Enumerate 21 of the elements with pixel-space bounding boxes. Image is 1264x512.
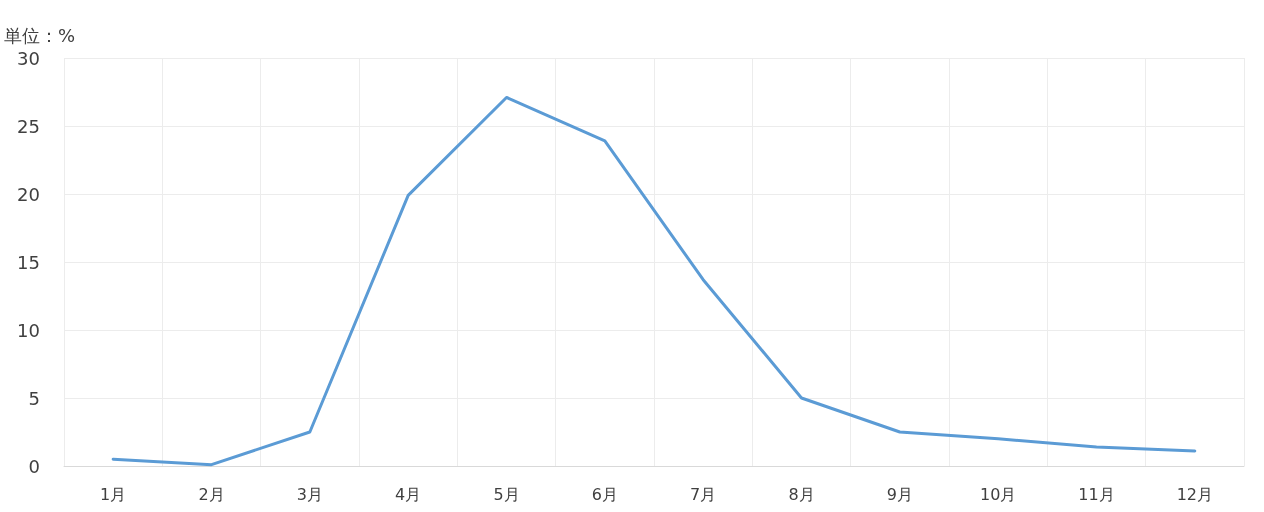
x-tick-label: 9月 bbox=[886, 484, 913, 504]
x-tick-label: 2月 bbox=[198, 484, 225, 504]
y-tick-label: 10 bbox=[17, 319, 40, 341]
y-tick-label: 15 bbox=[17, 251, 40, 273]
x-tick-label: 11月 bbox=[1078, 484, 1115, 504]
x-tick-label: 1月 bbox=[100, 484, 127, 504]
x-tick-label: 6月 bbox=[591, 484, 618, 504]
x-tick-label: 4月 bbox=[395, 484, 422, 504]
y-tick-label: 0 bbox=[28, 455, 40, 477]
y-tick-label: 30 bbox=[17, 47, 40, 69]
x-tick-label: 8月 bbox=[788, 484, 815, 504]
x-tick-label: 7月 bbox=[690, 484, 717, 504]
y-tick-label: 5 bbox=[28, 387, 40, 409]
x-tick-label: 12月 bbox=[1176, 484, 1214, 504]
y-axis-title: 単位：% bbox=[4, 24, 76, 46]
x-tick-label: 10月 bbox=[979, 484, 1017, 504]
y-tick-label: 20 bbox=[17, 183, 40, 205]
x-tick-label: 5月 bbox=[493, 484, 520, 504]
x-tick-label: 3月 bbox=[296, 484, 323, 504]
y-tick-label: 25 bbox=[17, 115, 40, 137]
line-series bbox=[111, 95, 1197, 467]
